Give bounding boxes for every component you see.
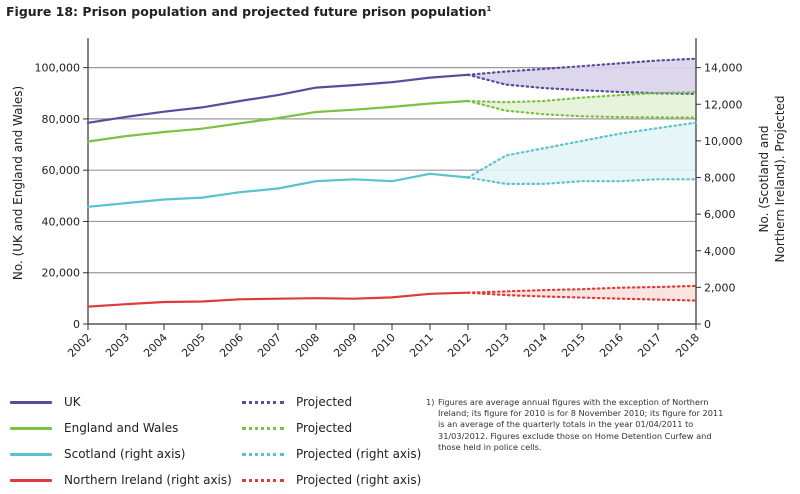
- legend-swatch-northern-ireland: [10, 478, 52, 482]
- x-tick-label-2014: 2014: [521, 331, 550, 360]
- projection-area-uk: [468, 58, 696, 94]
- right-tick-label-14000: 14,000: [704, 62, 743, 75]
- legend-swatch-northern-ireland-projected: [242, 478, 284, 482]
- x-tick-label-2007: 2007: [255, 331, 284, 360]
- right-tick-label-12000: 12,000: [704, 98, 743, 111]
- legend-item-northern-ireland: Northern Ireland (right axis): [10, 470, 232, 490]
- legend-swatch-england-wales-projected: [242, 426, 284, 430]
- legend-label-scotland-projected: Projected (right axis): [296, 447, 422, 461]
- legend-item-northern-ireland-projected: Projected (right axis): [242, 470, 421, 490]
- x-tick-label-2011: 2011: [407, 331, 436, 360]
- footnote: 1) Figures are average annual figures wi…: [426, 397, 726, 453]
- left-tick-label-0: 0: [73, 318, 80, 331]
- projection-high-line-northern-ireland-right-axis: [466, 284, 698, 294]
- x-tick-label-2002: 2002: [65, 331, 94, 360]
- title-footnote-marker: 1: [486, 4, 492, 13]
- legend-item-uk-projected: Projected: [242, 392, 352, 412]
- x-tick-label-2004: 2004: [141, 331, 170, 360]
- right-axis-title-line2: Northern Ireland). Projected: [773, 96, 787, 263]
- left-tick-label-80000: 80,000: [42, 113, 81, 126]
- legend-swatch-scotland-projected: [242, 452, 284, 456]
- projection-low-line-northern-ireland-right-axis: [466, 291, 698, 302]
- left-tick-label-20000: 20,000: [42, 267, 81, 280]
- projection-high-line-england-and-wales: [466, 91, 698, 104]
- x-tick-label-2003: 2003: [103, 331, 132, 360]
- x-tick-label-2008: 2008: [293, 331, 322, 360]
- legend-label-northern-ireland: Northern Ireland (right axis): [64, 473, 232, 487]
- legend-label-england-wales-projected: Projected: [296, 421, 353, 435]
- x-tick-label-2013: 2013: [483, 331, 512, 360]
- projection-high-line-scotland-right-axis: [466, 121, 698, 179]
- legend-swatch-england-wales: [10, 426, 52, 430]
- right-tick-label-0: 0: [704, 318, 711, 331]
- legend-label-uk-projected: Projected: [296, 395, 353, 409]
- x-tick-label-2005: 2005: [179, 331, 208, 360]
- left-tick-label-100000: 100,000: [35, 62, 81, 75]
- legend-label-uk: UK: [64, 395, 81, 409]
- legend-item-scotland: Scotland (right axis): [10, 444, 185, 464]
- legend-item-england-wales-projected: Projected: [242, 418, 352, 438]
- legend-swatch-uk: [10, 400, 52, 404]
- x-tick-label-2018: 2018: [673, 331, 702, 360]
- right-tick-label-10000: 10,000: [704, 135, 743, 148]
- x-tick-label-2006: 2006: [217, 331, 246, 360]
- left-axis-title: No. (UK and England and Wales): [11, 86, 25, 280]
- right-tick-label-4000: 4,000: [704, 245, 736, 258]
- legend-item-uk: UK: [10, 392, 81, 412]
- left-tick-label-40000: 40,000: [42, 215, 81, 228]
- left-tick-label-60000: 60,000: [42, 164, 81, 177]
- series-line-uk: [86, 73, 470, 124]
- right-tick-label-8000: 8,000: [704, 172, 736, 185]
- series-line-northern-ireland-right-axis: [86, 291, 470, 308]
- projection-high-line-uk: [466, 57, 698, 76]
- right-tick-label-2000: 2,000: [704, 281, 736, 294]
- right-tick-label-6000: 6,000: [704, 208, 736, 221]
- projection-area-northern-ireland-right-axis: [468, 285, 696, 301]
- footnote-number: 1): [426, 397, 435, 407]
- legend-label-northern-ireland-projected: Projected (right axis): [296, 473, 422, 487]
- series-line-england-and-wales: [86, 99, 470, 143]
- legend-swatch-uk-projected: [242, 400, 284, 404]
- chart-svg: 2002 2003 2004 2005 2006 2007 2008 2009 2010 2011…: [11, 38, 787, 360]
- x-tick-label-2009: 2009: [331, 331, 360, 360]
- chart-title-text: Figure 18: Prison population and project…: [6, 4, 487, 19]
- legend-label-scotland: Scotland (right axis): [64, 447, 186, 461]
- projection-area-scotland-right-axis: [468, 122, 696, 184]
- legend: UK England and Wales Scotland (right axi…: [10, 390, 421, 490]
- footnote-text: Figures are average annual figures with …: [438, 397, 724, 452]
- projection-low-line-scotland-right-axis: [466, 176, 698, 185]
- legend-label-england-wales: England and Wales: [64, 421, 179, 435]
- series-line-scotland-right-axis: [86, 172, 470, 208]
- x-tick-label-2017: 2017: [635, 331, 664, 360]
- right-axis-title-line1: No. (Scotland and: [757, 126, 771, 233]
- x-tick-label-2012: 2012: [445, 331, 474, 360]
- legend-item-scotland-projected: Projected (right axis): [242, 444, 421, 464]
- x-tick-label-2016: 2016: [597, 331, 626, 360]
- projection-low-line-england-and-wales: [466, 99, 698, 119]
- legend-item-england-wales: England and Wales: [10, 418, 178, 438]
- x-tick-label-2015: 2015: [559, 331, 588, 360]
- projection-area-england-and-wales: [468, 92, 696, 118]
- legend-swatch-scotland: [10, 452, 52, 456]
- x-tick-label-2010: 2010: [369, 331, 398, 360]
- chart-title: Figure 18: Prison population and project…: [6, 4, 491, 19]
